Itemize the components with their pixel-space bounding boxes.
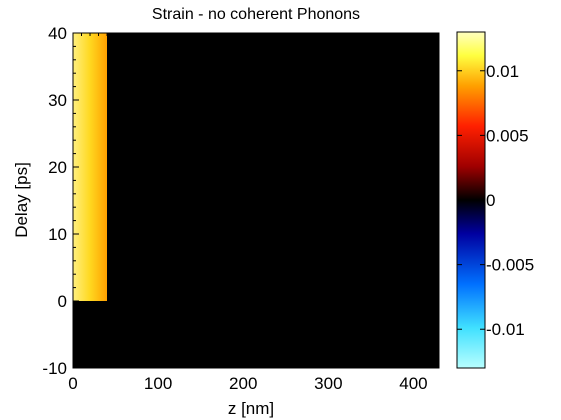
x-axis: 0 100 200 300 400 xyxy=(68,33,431,393)
plot-frame xyxy=(72,32,440,369)
x-tick-label: 200 xyxy=(229,374,257,393)
x-tick-label: 0 xyxy=(68,374,77,393)
y-axis: -10 0 10 20 30 40 xyxy=(42,24,440,378)
strain-region-zero-2 xyxy=(73,301,439,368)
y-tick-label: 10 xyxy=(48,225,67,244)
y-tick-label: 40 xyxy=(48,24,67,43)
y-tick-label: 30 xyxy=(48,91,67,110)
x-axis-label: z [nm] xyxy=(228,399,274,418)
colorbar-tick-label: -0.01 xyxy=(486,320,525,339)
colorbar: 0.01 0.005 0 -0.005 -0.01 xyxy=(456,31,534,369)
y-tick-label: 20 xyxy=(48,158,67,177)
y-axis-label: Delay [ps] xyxy=(12,162,31,238)
plot-area xyxy=(73,33,439,368)
chart-title: Strain - no coherent Phonons xyxy=(152,6,360,23)
y-tick-label: 0 xyxy=(58,292,67,311)
x-tick-label: 400 xyxy=(399,374,427,393)
colorbar-tick-label: -0.005 xyxy=(486,256,534,275)
colorbar-tick-label: 0.005 xyxy=(486,126,529,145)
x-tick-label: 100 xyxy=(144,374,172,393)
colorbar-tick-label: 0.01 xyxy=(486,62,519,81)
y-tick-label: -10 xyxy=(42,359,67,378)
strain-region-zero-1 xyxy=(107,33,439,301)
colorbar-tick-label: 0 xyxy=(486,191,495,210)
x-tick-label: 300 xyxy=(314,374,342,393)
